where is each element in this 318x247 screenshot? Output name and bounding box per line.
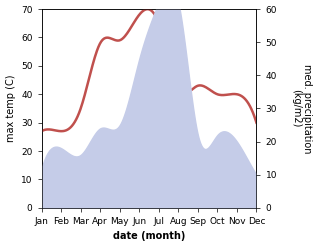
X-axis label: date (month): date (month) bbox=[113, 231, 185, 242]
Y-axis label: max temp (C): max temp (C) bbox=[5, 75, 16, 142]
Y-axis label: med. precipitation
(kg/m2): med. precipitation (kg/m2) bbox=[291, 64, 313, 153]
